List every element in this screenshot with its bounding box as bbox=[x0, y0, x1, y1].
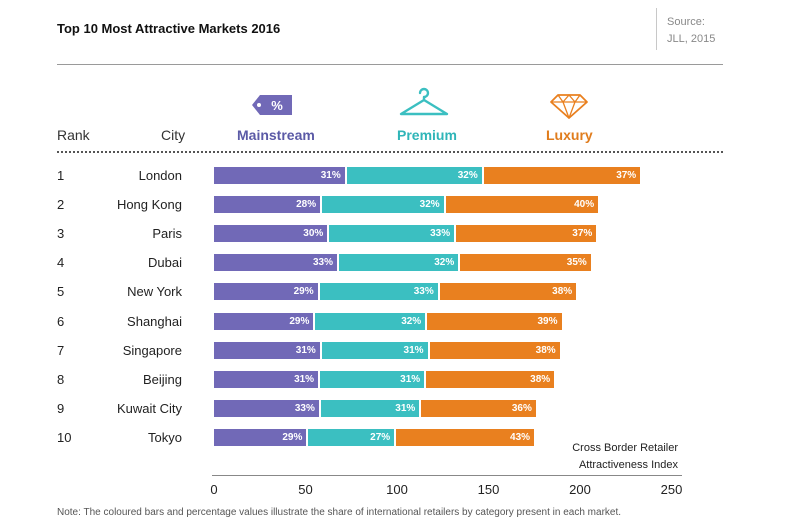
bar-segment-mainstream: 29% bbox=[214, 283, 318, 300]
bar-segment-premium: 32% bbox=[322, 196, 444, 213]
top-rule bbox=[57, 64, 723, 65]
bar-segment-luxury: 39% bbox=[427, 313, 562, 330]
bar-segment-premium: 31% bbox=[320, 400, 420, 417]
rank-label: 8 bbox=[57, 372, 65, 387]
bar-segment-premium: 32% bbox=[315, 313, 426, 330]
x-axis-line bbox=[212, 475, 682, 476]
x-tick-label: 0 bbox=[210, 482, 218, 497]
city-label: Paris bbox=[152, 226, 182, 241]
footnote: Note: The coloured bars and percentage v… bbox=[57, 507, 622, 518]
bar-segment-luxury: 36% bbox=[421, 400, 536, 417]
bar-segment-premium: 33% bbox=[319, 283, 438, 300]
clothes-hanger-icon bbox=[396, 86, 452, 123]
bar-segment-mainstream: 29% bbox=[214, 313, 314, 330]
source-block: Source: JLL, 2015 bbox=[667, 14, 715, 48]
price-tag-percent-icon: % bbox=[250, 93, 294, 122]
rank-label: 6 bbox=[57, 314, 65, 329]
bar-segment-luxury: 35% bbox=[460, 254, 591, 271]
bar-segment-mainstream: 29% bbox=[214, 429, 307, 446]
rank-header: Rank bbox=[57, 127, 90, 143]
rank-label: 3 bbox=[57, 226, 65, 241]
index-label-line-2: Attractiveness Index bbox=[578, 459, 678, 471]
bar-segment-luxury: 38% bbox=[429, 342, 560, 359]
city-label: Tokyo bbox=[148, 430, 182, 445]
source-label: Source: bbox=[667, 16, 705, 28]
city-label: Dubai bbox=[148, 255, 182, 270]
bar-segment-mainstream: 28% bbox=[214, 196, 321, 213]
x-tick-label: 200 bbox=[569, 482, 591, 497]
bar-segment-premium: 32% bbox=[346, 167, 482, 184]
bar-segment-mainstream: 33% bbox=[214, 400, 319, 417]
source-value: JLL, 2015 bbox=[667, 33, 716, 45]
index-label: Cross Border Retailer Attractiveness Ind… bbox=[560, 440, 678, 474]
rank-label: 5 bbox=[57, 284, 65, 299]
bar-segment-luxury: 43% bbox=[396, 429, 535, 446]
city-label: London bbox=[138, 168, 182, 183]
bar-segment-luxury: 38% bbox=[439, 283, 577, 300]
city-label: Hong Kong bbox=[116, 197, 182, 212]
price-tag-symbol: % bbox=[271, 98, 283, 113]
bar-segment-mainstream: 31% bbox=[214, 167, 345, 184]
bar-segment-luxury: 38% bbox=[426, 371, 555, 388]
header-dotted-rule bbox=[57, 151, 723, 153]
city-label: Kuwait City bbox=[116, 401, 182, 416]
city-label: New York bbox=[127, 284, 182, 299]
source-divider bbox=[656, 8, 657, 50]
bar-segment-mainstream: 31% bbox=[214, 342, 320, 359]
luxury-header: Luxury bbox=[546, 127, 593, 143]
bar-segment-mainstream: 33% bbox=[214, 254, 337, 271]
rank-label: 9 bbox=[57, 401, 65, 416]
city-label: Singapore bbox=[122, 343, 182, 358]
diamond-icon bbox=[548, 92, 590, 125]
chart-title: Top 10 Most Attractive Markets 2016 bbox=[57, 21, 281, 36]
bar-segment-premium: 27% bbox=[308, 429, 395, 446]
bar-segment-mainstream: 30% bbox=[214, 225, 328, 242]
rank-label: 7 bbox=[57, 343, 65, 358]
city-header: City bbox=[161, 127, 186, 143]
rank-label: 1 bbox=[57, 168, 65, 183]
bar-segment-luxury: 37% bbox=[483, 167, 641, 184]
mainstream-header: Mainstream bbox=[237, 127, 315, 143]
bar-segment-luxury: 40% bbox=[445, 196, 599, 213]
bar-segment-mainstream: 31% bbox=[214, 371, 319, 388]
bar-segment-premium: 33% bbox=[329, 225, 455, 242]
bar-segment-premium: 31% bbox=[320, 371, 425, 388]
x-tick-label: 50 bbox=[298, 482, 313, 497]
bar-segment-luxury: 37% bbox=[456, 225, 597, 242]
x-tick-label: 100 bbox=[386, 482, 408, 497]
rank-label: 2 bbox=[57, 197, 65, 212]
city-label: Beijing bbox=[142, 372, 182, 387]
bar-segment-premium: 32% bbox=[339, 254, 459, 271]
premium-header: Premium bbox=[397, 127, 457, 143]
x-tick-label: 150 bbox=[477, 482, 500, 497]
city-label: Shanghai bbox=[127, 314, 182, 329]
rank-label: 10 bbox=[57, 430, 72, 445]
bar-segment-premium: 31% bbox=[321, 342, 428, 359]
index-label-line-1: Cross Border Retailer bbox=[572, 442, 678, 454]
x-tick-label: 250 bbox=[660, 482, 683, 497]
rank-label: 4 bbox=[57, 255, 65, 270]
